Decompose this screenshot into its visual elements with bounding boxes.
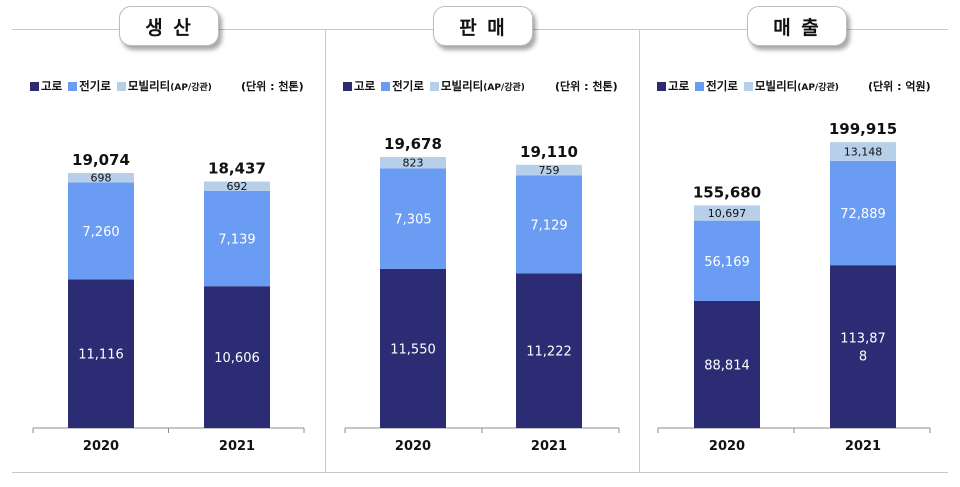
data-label: 7,260 <box>82 225 119 240</box>
legend-label: 모빌리티 <box>754 79 798 93</box>
legend-label: 고로 <box>668 79 690 93</box>
bar-segment <box>694 220 760 301</box>
data-label: 72,889 <box>840 207 886 222</box>
bar-segment <box>204 286 270 428</box>
x-tick-label: 2020 <box>709 439 745 454</box>
data-label: 692 <box>227 180 248 193</box>
data-label: 11,116 <box>78 348 124 363</box>
total-label: 19,678 <box>384 135 442 153</box>
legend-item-mobility: 모빌리티 (AP/강관) <box>429 78 525 94</box>
total-label: 155,680 <box>693 183 761 201</box>
chart-title-sales: 판 매 <box>433 6 533 46</box>
legend-swatch <box>381 81 391 91</box>
data-label: 10,606 <box>214 351 260 366</box>
bar-segment <box>204 181 270 191</box>
legend-label: 전기로 <box>79 79 111 93</box>
bottom-divider-line <box>12 472 948 473</box>
legend-label: 모빌리티 <box>440 79 484 93</box>
legend-item-blast-furnace: 고로 <box>657 78 689 94</box>
data-label: 823 <box>403 157 424 170</box>
panel-divider <box>639 30 640 472</box>
legend-label: 전기로 <box>706 79 738 93</box>
legend-item-blast-furnace: 고로 <box>343 78 375 94</box>
total-label: 18,437 <box>208 160 266 178</box>
bar-segment <box>694 300 760 428</box>
legend-label: 전기로 <box>392 79 424 93</box>
legend-swatch <box>68 81 78 91</box>
total-label: 19,110 <box>520 143 578 161</box>
data-label: 7,129 <box>530 218 567 233</box>
total-label: 199,915 <box>829 120 897 138</box>
data-label: 10,697 <box>708 207 747 220</box>
data-label: 13,148 <box>844 146 883 159</box>
legend: 고로 전기로 모빌리티 (AP/강관) <box>657 78 845 94</box>
legend-sublabel: (AP/강관) <box>483 82 525 93</box>
bar-segment <box>830 142 896 161</box>
legend-sublabel: (AP/강관) <box>170 82 212 93</box>
legend-swatch <box>743 81 753 91</box>
data-label: 7,305 <box>394 213 431 228</box>
legend-swatch <box>30 81 39 91</box>
legend-label: 고로 <box>354 79 376 93</box>
unit-label: (단위 : 천톤) <box>241 80 304 93</box>
chart-title-production: 생 산 <box>119 6 219 46</box>
bar-segment <box>380 168 446 269</box>
data-label: 759 <box>539 164 560 177</box>
legend-sublabel: (AP/강관) <box>797 82 839 93</box>
unit-label: (단위 : 천톤) <box>555 80 618 93</box>
legend-item-electric-furnace: 전기로 <box>68 78 111 94</box>
legend-item-electric-furnace: 전기로 <box>381 78 424 94</box>
data-label: 11,222 <box>526 345 572 360</box>
bar-segment <box>830 160 896 266</box>
bar-segment <box>204 190 270 287</box>
bar-segment <box>68 182 134 280</box>
legend-swatch <box>429 81 439 91</box>
legend: 고로 전기로 모빌리티 (AP/강관) <box>343 78 531 94</box>
bar-segment <box>380 268 446 428</box>
data-label: 698 <box>91 172 112 185</box>
data-label: 88,814 <box>704 358 750 373</box>
legend-swatch <box>343 81 352 91</box>
x-tick-label: 2020 <box>83 439 119 454</box>
data-label: 56,169 <box>704 255 750 270</box>
total-label: 19,074 <box>72 151 130 169</box>
data-label: 7,139 <box>218 232 255 247</box>
legend: 고로 전기로 모빌리티 (AP/강관) <box>30 78 218 94</box>
bar-segment <box>516 273 582 428</box>
bar-segment <box>68 173 134 183</box>
bar-segment <box>516 175 582 274</box>
x-tick-label: 2021 <box>845 439 881 454</box>
x-tick-label: 2021 <box>531 439 567 454</box>
legend-swatch <box>657 81 666 91</box>
bar-segment <box>830 265 896 428</box>
legend-item-electric-furnace: 전기로 <box>695 78 738 94</box>
chart-title-revenue: 매 출 <box>747 6 847 46</box>
bar-segment <box>68 279 134 428</box>
legend-swatch <box>695 81 705 91</box>
data-label: 11,550 <box>390 342 436 357</box>
bar-segment <box>694 205 760 221</box>
unit-label: (단위 : 억원) <box>868 80 931 93</box>
legend-item-mobility: 모빌리티 (AP/강관) <box>743 78 839 94</box>
legend-label: 고로 <box>41 79 63 93</box>
x-tick-label: 2021 <box>219 439 255 454</box>
legend-item-mobility: 모빌리티 (AP/강관) <box>116 78 212 94</box>
legend-item-blast-furnace: 고로 <box>30 78 62 94</box>
data-label: 113,87 <box>840 332 886 347</box>
x-tick-label: 2020 <box>395 439 431 454</box>
bar-segment <box>380 157 446 169</box>
legend-swatch <box>116 81 126 91</box>
legend-label: 모빌리티 <box>127 79 171 93</box>
panel-divider <box>325 30 326 472</box>
data-label: 8 <box>859 350 867 365</box>
bar-segment <box>516 164 582 176</box>
